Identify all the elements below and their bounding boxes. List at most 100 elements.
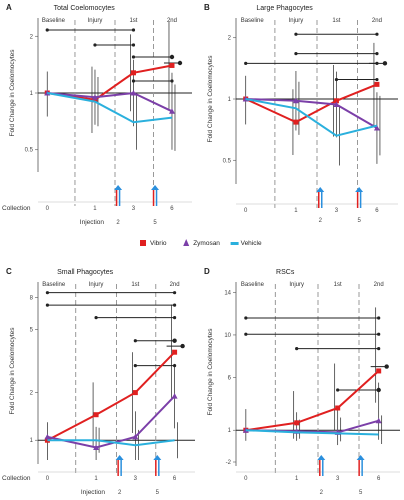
injection-tick: 5 bbox=[357, 218, 361, 224]
injection-arrow-head bbox=[316, 187, 325, 192]
bracket-end-dot bbox=[172, 338, 177, 343]
injection-arrow-head bbox=[356, 455, 365, 460]
collection-tick: 3 bbox=[335, 208, 339, 214]
injection-tick: 2 bbox=[116, 220, 120, 226]
bracket-end-dot bbox=[131, 55, 136, 59]
bracket-end-dot bbox=[244, 61, 248, 65]
data-point-zymosan bbox=[132, 433, 139, 440]
y-tick-label: 5 bbox=[30, 328, 34, 334]
y-tick-label: 1 bbox=[30, 91, 34, 97]
phase-label: Injury bbox=[89, 282, 104, 288]
legend: Vibrio Zymosan Vehicle bbox=[140, 239, 262, 247]
collection-tick: 1 bbox=[294, 208, 298, 214]
y-tick-label: 1 bbox=[30, 438, 34, 444]
data-point-vibrio bbox=[93, 412, 99, 418]
injection-arrow-head bbox=[151, 185, 160, 190]
panel-b: B Large Phagocytes 0.5 1 2 Baseline Injury 1st 2… bbox=[204, 3, 398, 224]
legend-marker-vehicle bbox=[230, 242, 239, 245]
y-axis-label: Fold Change in Coelomocytes bbox=[207, 55, 214, 143]
data-point-vibrio bbox=[333, 98, 339, 104]
panel-title: Total Coelomocytes bbox=[54, 5, 116, 12]
injection-arrow-head bbox=[114, 185, 123, 190]
bracket-end-dot bbox=[172, 316, 177, 320]
collection-tick: 3 bbox=[336, 476, 340, 482]
bracket-end-dot bbox=[94, 316, 98, 320]
data-point-zymosan bbox=[375, 417, 382, 424]
legend-marker-zymosan bbox=[183, 239, 190, 246]
phase-label: Baseline bbox=[42, 18, 66, 24]
series-line-zymosan bbox=[245, 98, 378, 129]
data-point-vibrio bbox=[293, 119, 299, 125]
y-tick-label: -2 bbox=[226, 460, 232, 466]
data-point-zymosan bbox=[93, 444, 100, 450]
bracket-end-dot bbox=[377, 316, 381, 320]
injection-arrow-head bbox=[355, 187, 364, 192]
injection-tick: 2 bbox=[320, 490, 324, 496]
y-tick-label: 1 bbox=[228, 97, 232, 103]
legend-label: Vehicle bbox=[241, 240, 262, 247]
y-axis-label: Fold Change in Coelomocytes bbox=[207, 328, 214, 416]
collection-tick: 1 bbox=[93, 206, 97, 212]
y-tick-label: 8 bbox=[30, 295, 34, 301]
phase-label: Baseline bbox=[241, 18, 265, 24]
injection-arrow-head bbox=[115, 455, 124, 460]
panel-c: C Small Phagocytes 1 2 5 8 Baseline Injury 1st 2n… bbox=[2, 267, 195, 496]
collection-tick: 6 bbox=[173, 476, 177, 482]
series-line-vehicle bbox=[47, 92, 173, 124]
bracket-end-dot bbox=[169, 54, 175, 60]
data-point-zymosan bbox=[171, 393, 178, 399]
y-axis-label: Fold Change in Coelomocytes bbox=[9, 327, 16, 415]
series-line-vibrio bbox=[245, 370, 380, 432]
bracket-end-dot bbox=[45, 28, 49, 32]
y-tick-label: 6 bbox=[228, 375, 232, 381]
bracket-end-dot bbox=[93, 43, 97, 47]
injection-arrow-head bbox=[317, 455, 326, 460]
collection-tick: 6 bbox=[377, 476, 381, 482]
injection-tick: 2 bbox=[118, 490, 122, 496]
panel-letter: D bbox=[204, 267, 210, 276]
legend-label: Vibrio bbox=[150, 240, 167, 247]
phase-label: Injury bbox=[289, 18, 304, 24]
bracket-end-dot bbox=[375, 52, 379, 56]
collection-tick: 3 bbox=[132, 206, 136, 212]
data-point-zymosan bbox=[44, 433, 51, 440]
bracket-end-dot bbox=[172, 303, 177, 307]
bracket-end-dot bbox=[294, 32, 298, 36]
series-line-vehicle bbox=[47, 439, 175, 447]
y-tick-label: 14 bbox=[224, 291, 231, 297]
injection-tick: 5 bbox=[156, 490, 160, 496]
bracket-end-dot bbox=[377, 332, 381, 336]
injection-caption: Injection bbox=[80, 219, 105, 226]
collection-tick: 6 bbox=[375, 208, 379, 214]
panel-title: RSCs bbox=[276, 269, 295, 276]
series-line-vehicle bbox=[245, 429, 379, 436]
panel-title: Large Phagocytes bbox=[256, 5, 313, 12]
data-point-zymosan bbox=[91, 94, 98, 100]
y-tick-label: 2 bbox=[30, 391, 34, 397]
data-point-vibrio bbox=[132, 390, 138, 396]
phase-label: 2nd bbox=[374, 282, 384, 288]
data-point-zymosan bbox=[130, 90, 137, 96]
collection-tick: 3 bbox=[134, 476, 138, 482]
data-point-zymosan bbox=[168, 108, 175, 114]
data-point-zymosan bbox=[333, 101, 340, 107]
collection-tick: 6 bbox=[170, 206, 174, 212]
phase-label: 1st bbox=[332, 18, 340, 24]
data-point-vibrio bbox=[130, 70, 136, 76]
bracket-end-dot bbox=[131, 43, 136, 47]
bracket-end-dot bbox=[172, 291, 177, 295]
data-point-vibrio bbox=[374, 81, 380, 87]
phase-label: Baseline bbox=[42, 282, 66, 288]
x-axis-caption: Collection bbox=[2, 475, 31, 482]
bracket-end-dot bbox=[244, 316, 248, 320]
phase-label: 2nd bbox=[372, 18, 382, 24]
y-tick-label: 2 bbox=[228, 36, 232, 42]
bracket-end-dot bbox=[133, 339, 137, 343]
phase-label: Injury bbox=[289, 282, 304, 288]
y-tick-label: 1 bbox=[228, 428, 232, 434]
bracket-end-dot bbox=[382, 61, 388, 66]
data-point-zymosan bbox=[292, 97, 299, 104]
series-line-zymosan bbox=[47, 91, 173, 113]
data-point-vibrio bbox=[92, 97, 98, 103]
